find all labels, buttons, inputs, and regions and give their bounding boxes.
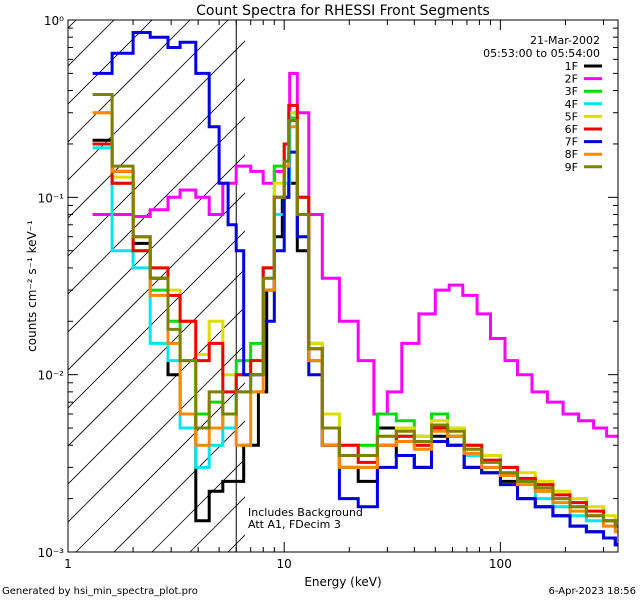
legend-label-1F: 1F [565,60,578,73]
legend-label-7F: 7F [565,136,578,149]
x-tick-label: 100 [489,557,512,571]
annotation-line-1: Includes Background [248,506,363,519]
legend-label-8F: 8F [565,148,578,161]
legend-label-3F: 3F [565,85,578,98]
attenuator-hatched-region [0,0,640,552]
hatch-line [68,20,153,105]
hatch-line [68,268,245,447]
series-line-6F [92,103,618,528]
hatch-line [68,20,77,29]
legend-label-4F: 4F [565,98,578,111]
x-tick-label: 10 [277,557,292,571]
series-line-2F [92,71,618,438]
hatch-line [68,306,245,485]
series-line-9F [92,93,618,528]
legend-time-range: 05:53:00 to 05:54:00 [483,47,600,60]
legend-label-2F: 2F [565,73,578,86]
footer-timestamp: 6-Apr-2023 18:56 [548,586,636,597]
hatch-line [0,0,28,552]
x-axis-label: Energy (keV) [304,575,381,589]
legend-date: 21-Mar-2002 [530,34,600,47]
x-tick-label: 1 [64,557,72,571]
hatch-line [75,382,245,552]
hatch-line [68,344,245,523]
hatch-line [68,20,229,181]
legend-label-5F: 5F [565,110,578,123]
hatch-line [68,192,245,371]
hatch-line [304,0,640,552]
hatch-line [68,230,245,409]
hatch-line [342,0,640,552]
footer-generated-by: Generated by hsi_min_spectra_plot.pro [2,586,198,597]
y-tick-label: 10⁻³ [38,546,65,560]
legend-label-6F: 6F [565,123,578,136]
y-tick-label: 10⁻² [38,369,65,383]
y-tick-label: 10⁻¹ [38,191,65,205]
axes: 1 10 100 10⁰ 10⁻¹ 10⁻² 10⁻³ [38,14,618,571]
hatch-line [68,116,245,295]
legend-label-9F: 9F [565,161,578,174]
series-layer [92,31,618,547]
y-axis-label: counts cm⁻² s⁻¹ keV⁻¹ [25,220,39,352]
y-tick-label: 10⁰ [44,14,64,28]
annotation-line-2: Att A1, FDecim 3 [248,518,341,531]
hatch-line [68,154,245,333]
plot-frame [67,19,619,553]
hatch-line [113,420,245,552]
hatch-line [68,20,191,143]
hatch-line [68,40,245,219]
hatch-line [68,78,245,257]
chart-title: Count Spectra for RHESSI Front Segments [196,3,490,19]
